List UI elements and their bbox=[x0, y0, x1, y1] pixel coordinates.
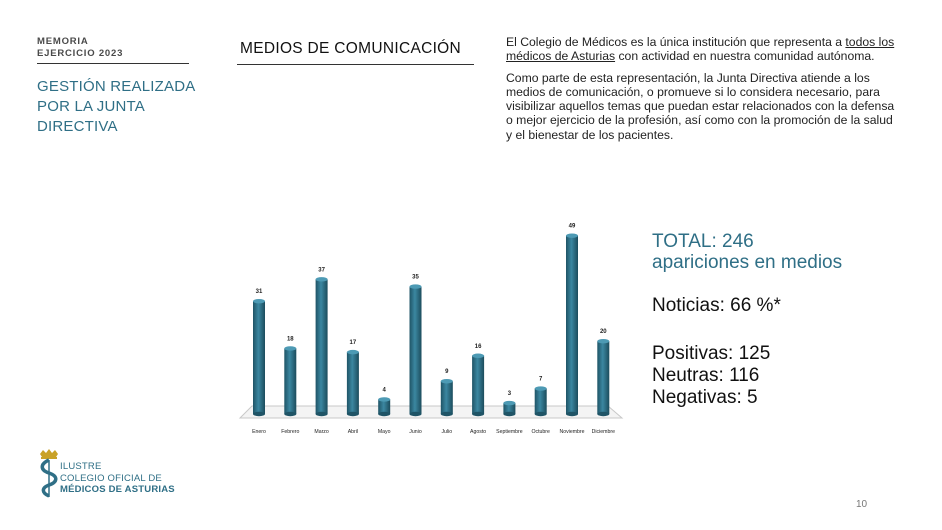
category-label-diciembre: Diciembre bbox=[592, 429, 615, 435]
monthly-appearances-chart: 31 18 37 17 4 35 9 16 3 7 49 20 Enero Febrero Marzo Ab… bbox=[232, 210, 628, 442]
stats-panel: TOTAL: 246 apariciones en medios Noticia… bbox=[652, 232, 922, 409]
category-label-septiembre: Septiembre bbox=[496, 429, 523, 435]
category-label-julio: Julio bbox=[441, 429, 452, 435]
value-label-mayo: 4 bbox=[383, 387, 387, 393]
sentiment-breakdown: Positivas: 125 Neutras: 116 Negativas: 5 bbox=[652, 343, 922, 409]
bar-junio bbox=[409, 284, 422, 417]
page-title: MEDIOS DE COMUNICACIÓN bbox=[240, 40, 462, 57]
title-divider bbox=[237, 64, 474, 65]
category-label-junio: Junio bbox=[409, 429, 422, 435]
positive-count: Positivas: 125 bbox=[652, 343, 771, 364]
bar-noviembre bbox=[566, 233, 578, 417]
bar-febrero bbox=[284, 346, 297, 417]
memoria-line2: EJERCICIO 2023 bbox=[37, 48, 124, 59]
bar-mayo bbox=[378, 397, 391, 417]
category-label-agosto: Agosto bbox=[470, 429, 486, 435]
intro-p1-after: con actividad en nuestra comunidad autón… bbox=[615, 49, 875, 64]
memoria-line1: MEMORIA bbox=[37, 36, 89, 47]
total-appearances-label: apariciones en medios bbox=[652, 252, 843, 273]
category-label-febrero: Febrero bbox=[281, 429, 299, 435]
value-label-octubre: 7 bbox=[539, 377, 543, 383]
bar-julio bbox=[440, 379, 453, 417]
value-label-febrero: 18 bbox=[287, 336, 294, 342]
category-label-abril: Abril bbox=[348, 429, 358, 435]
memoria-label: MEMORIA EJERCICIO 2023 bbox=[37, 36, 123, 60]
value-label-noviembre: 49 bbox=[569, 224, 576, 230]
bar-abril bbox=[346, 349, 359, 417]
news-percentage: Noticias: 66 %* bbox=[652, 295, 781, 316]
value-label-diciembre: 20 bbox=[600, 329, 607, 335]
bar-enero bbox=[253, 298, 265, 417]
logo-line1: ILUSTRE bbox=[60, 461, 102, 472]
intro-paragraph-2: Como parte de esta representación, la Ju… bbox=[506, 70, 895, 142]
section-left-title: GESTIÓN REALIZADA POR LA JUNTA DIRECTIVA bbox=[37, 78, 195, 135]
value-label-marzo: 37 bbox=[318, 267, 325, 273]
caduceus-crown-icon bbox=[40, 449, 58, 498]
value-label-enero: 31 bbox=[256, 289, 263, 295]
category-label-mayo: Mayo bbox=[378, 429, 391, 435]
intro-paragraph-1: El Colegio de Médicos es la única instit… bbox=[506, 35, 896, 64]
value-label-septiembre: 3 bbox=[508, 391, 512, 397]
category-label-octubre: Octubre bbox=[531, 429, 550, 435]
chart-floor bbox=[238, 405, 624, 419]
page-number: 10 bbox=[856, 499, 868, 510]
logo-line2: COLEGIO OFICIAL DE bbox=[60, 472, 162, 484]
bar-agosto bbox=[472, 353, 485, 417]
intro-p1-link: todos los médicos de Asturias bbox=[506, 35, 895, 64]
bar-septiembre bbox=[503, 400, 516, 417]
logo-line3: MÉDICOS DE ASTURIAS bbox=[60, 484, 175, 495]
value-label-abril: 17 bbox=[350, 340, 357, 346]
intro-text: El Colegio de Médicos es la única instit… bbox=[506, 35, 896, 149]
memoria-divider bbox=[37, 63, 189, 64]
category-label-noviembre: Noviembre bbox=[559, 429, 584, 435]
bar-marzo bbox=[315, 277, 328, 417]
total-appearances: TOTAL: 246 bbox=[652, 231, 754, 252]
value-label-julio: 9 bbox=[445, 369, 449, 375]
bar-octubre bbox=[534, 386, 547, 417]
bar-diciembre bbox=[597, 339, 610, 417]
category-label-enero: Enero bbox=[252, 429, 266, 435]
negative-count: Negativas: 5 bbox=[652, 387, 758, 408]
category-label-marzo: Marzo bbox=[314, 429, 329, 435]
value-label-agosto: 16 bbox=[475, 344, 482, 350]
neutral-count: Neutras: 116 bbox=[652, 365, 760, 386]
value-label-junio: 35 bbox=[412, 275, 419, 281]
logo-text: ILUSTRE COLEGIO OFICIAL DE MÉDICOS DE AS… bbox=[60, 461, 175, 496]
intro-p1-before: El Colegio de Médicos es la única instit… bbox=[506, 35, 846, 49]
